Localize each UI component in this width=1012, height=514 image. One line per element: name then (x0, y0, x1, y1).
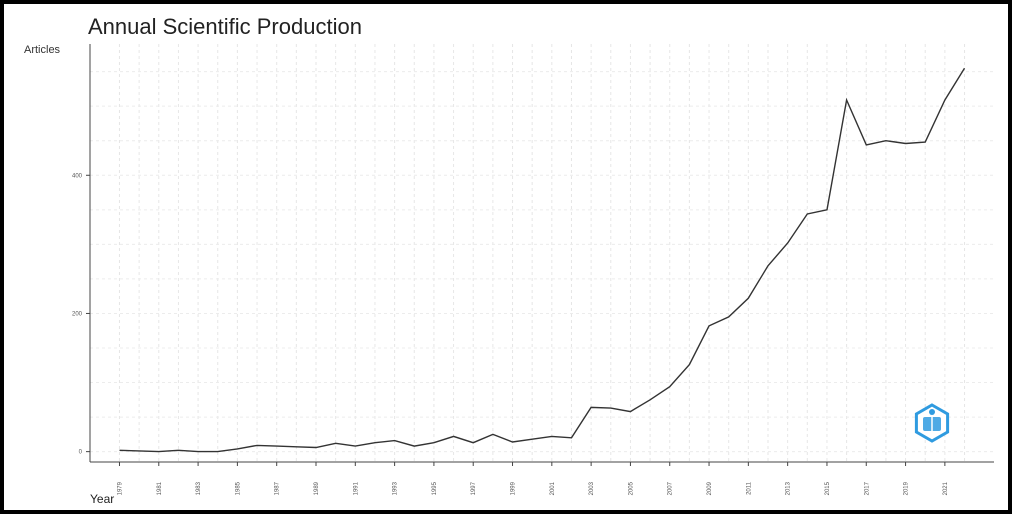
x-tick-label: 2021 (943, 481, 949, 495)
y-tick-label: 200 (72, 311, 83, 317)
x-tick-label: 1983 (196, 481, 202, 495)
x-tick-label: 2017 (864, 481, 870, 495)
y-axis-label: Articles (24, 44, 61, 56)
x-tick-label: 2005 (628, 481, 634, 495)
x-tick-label: 2013 (786, 481, 792, 495)
x-tick-label: 1995 (432, 481, 438, 495)
x-tick-label: 2009 (707, 481, 713, 495)
chart-title: Annual Scientific Production (88, 14, 362, 39)
x-tick-label: 1991 (353, 481, 359, 495)
x-tick-label: 1981 (157, 481, 163, 495)
x-tick-label: 1987 (275, 481, 281, 495)
axes: 0 200 400 1979 1981 1983 1985 1987 1989 1991 1993 1… (72, 44, 994, 495)
x-tick-label: 1979 (117, 481, 123, 495)
logo-dot (929, 409, 935, 415)
x-tick-label: 2007 (668, 481, 674, 495)
x-tick-label: 1999 (511, 481, 517, 495)
x-tick-label: 1993 (393, 481, 399, 495)
line-chart: 0 200 400 1979 1981 1983 1985 1987 1989 1991 1993 1… (72, 44, 994, 495)
x-tick-label: 2003 (589, 481, 595, 495)
x-axis-label: Year (90, 492, 115, 506)
x-tick-label: 1989 (314, 481, 320, 495)
series-group (119, 67, 966, 453)
x-tick-label: 2019 (904, 481, 910, 495)
series-line (119, 67, 966, 453)
grid-lines (90, 44, 994, 462)
bibliometrix-logo-icon (914, 403, 950, 443)
x-tick-label: 2001 (550, 481, 556, 495)
y-tick-label: 400 (72, 173, 83, 179)
x-tick-label: 2011 (746, 481, 752, 495)
y-tick-label: 0 (79, 450, 83, 456)
x-tick-label: 2015 (825, 481, 831, 495)
x-tick-label: 1997 (471, 481, 477, 495)
chart-frame: Annual Scientific Production Articles Ye… (4, 4, 1008, 510)
x-tick-label: 1985 (235, 481, 241, 495)
